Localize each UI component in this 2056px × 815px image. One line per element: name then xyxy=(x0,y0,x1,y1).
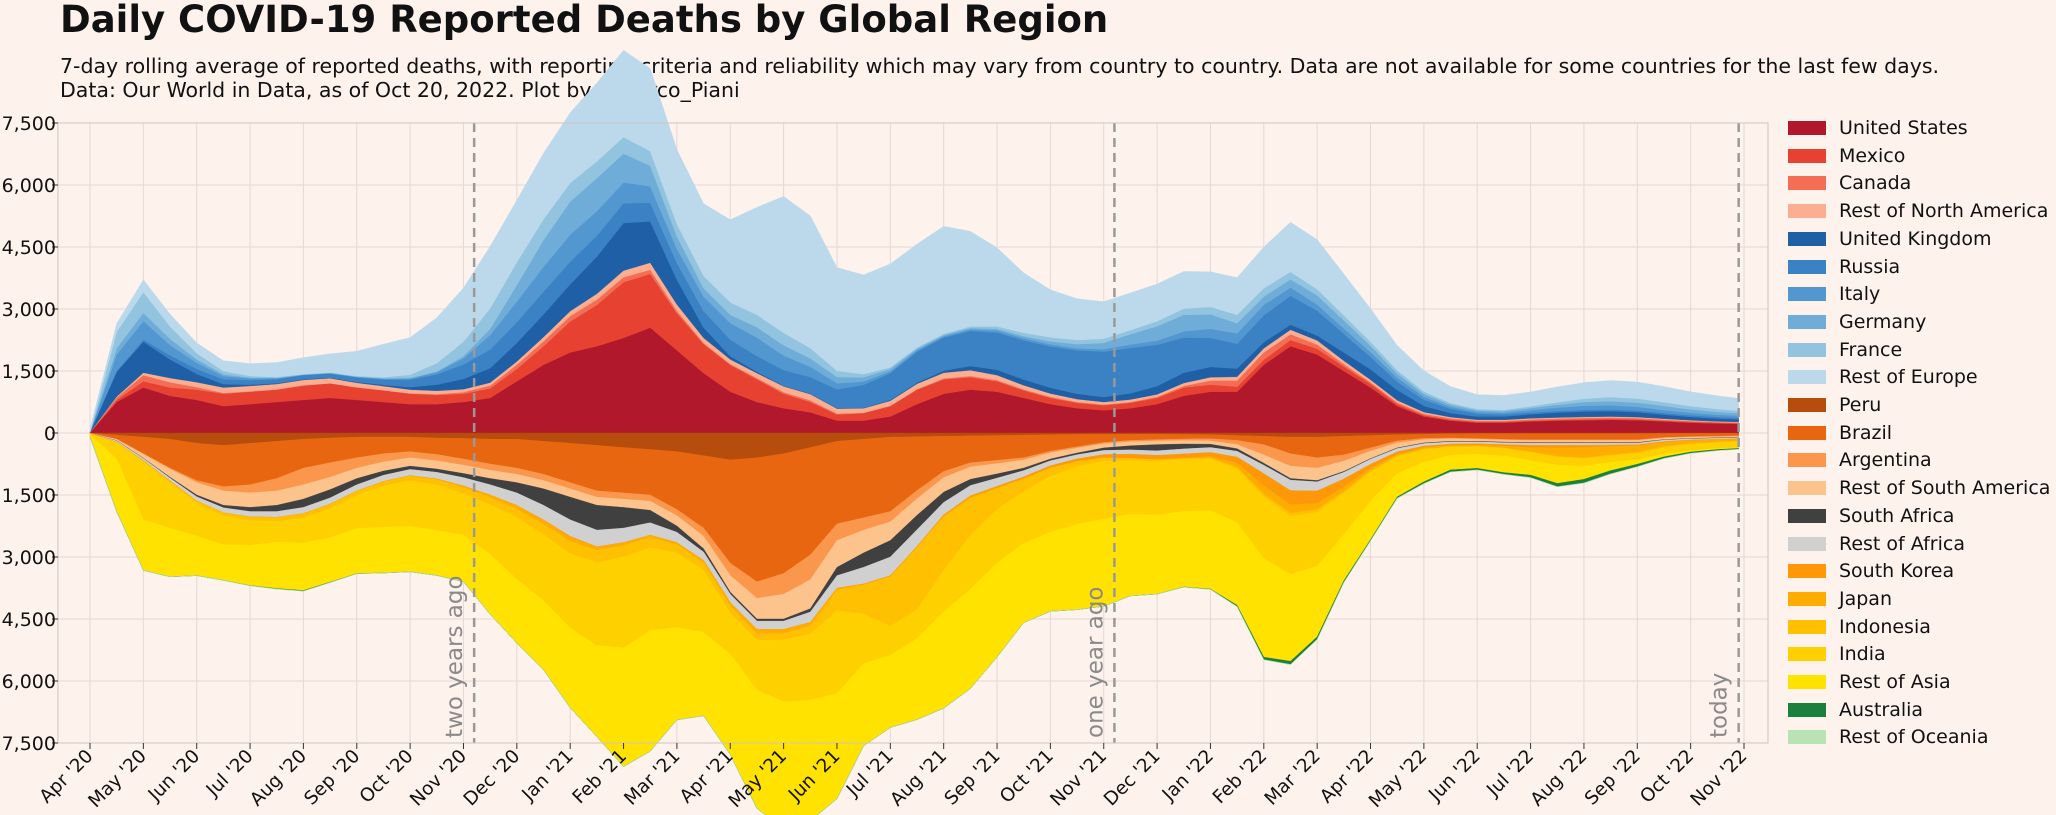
legend-swatch xyxy=(1788,370,1826,385)
legend-swatch xyxy=(1788,730,1826,745)
x-tick-label: Mar '22 xyxy=(1261,746,1325,810)
legend-label: Rest of Africa xyxy=(1839,532,1965,555)
x-tick-label: Aug '20 xyxy=(246,746,311,811)
y-tick-label: 4,500 xyxy=(2,609,56,631)
legend-label: Australia xyxy=(1839,698,1924,721)
legend-label: Russia xyxy=(1839,255,1901,278)
legend-swatch xyxy=(1788,121,1826,135)
legend-swatch xyxy=(1788,314,1826,329)
y-tick-label: 0 xyxy=(44,423,56,445)
annotation-label-two-years-ago: two years ago xyxy=(442,575,468,738)
legend-swatch xyxy=(1788,342,1826,357)
legend-label: Rest of Oceania xyxy=(1839,726,1989,749)
legend-label: Rest of Asia xyxy=(1839,671,1951,693)
x-tick-label: Feb '22 xyxy=(1209,746,1271,808)
x-tick-label: Jan '22 xyxy=(1158,746,1218,806)
y-tick-label: 6,000 xyxy=(2,671,56,693)
annotation-label-today: today xyxy=(1707,673,1733,738)
legend-label: Indonesia xyxy=(1839,615,1931,638)
x-tick-label: Sep '22 xyxy=(1581,746,1645,810)
x-tick-label: Nov '20 xyxy=(406,746,471,811)
y-tick-label: 4,500 xyxy=(2,237,56,259)
legend-label: Canada xyxy=(1839,172,1912,195)
legend-label: Rest of North America xyxy=(1839,200,2049,223)
chart-subtitle: 7-day rolling average of reported deaths… xyxy=(60,54,1940,78)
legend-label: Rest of South America xyxy=(1839,477,2051,500)
y-tick-label: 6,000 xyxy=(2,175,56,197)
legend-swatch xyxy=(1788,398,1826,412)
y-tick-label: 7,500 xyxy=(2,113,56,135)
x-tick-label: Jun '20 xyxy=(144,746,204,806)
legend-swatch xyxy=(1788,508,1826,523)
area-rest-of-oceania xyxy=(89,436,1739,815)
x-tick-label: May '22 xyxy=(1365,746,1431,812)
x-tick-label: Dec '21 xyxy=(1100,746,1165,811)
legend-label: Brazil xyxy=(1839,421,1893,444)
y-tick-label: 3,000 xyxy=(2,299,56,321)
legend-swatch xyxy=(1788,647,1826,662)
legend-label: United Kingdom xyxy=(1839,227,1992,250)
y-tick-label: 1,500 xyxy=(2,485,56,507)
legend-swatch xyxy=(1788,287,1826,302)
legend-swatch xyxy=(1788,425,1826,440)
legend-label: United States xyxy=(1839,117,1968,139)
y-tick-label: 7,500 xyxy=(2,733,56,755)
legend-label: Germany xyxy=(1839,310,1927,333)
x-tick-label: Nov '21 xyxy=(1046,746,1111,811)
legend-swatch xyxy=(1788,591,1826,606)
legend-swatch xyxy=(1788,204,1826,219)
legend-label: South Korea xyxy=(1839,560,1955,583)
legend-swatch xyxy=(1788,176,1826,191)
legend-swatch xyxy=(1788,619,1826,634)
chart-title: Daily COVID-19 Reported Deaths by Global… xyxy=(60,0,1109,41)
legend-label: Japan xyxy=(1839,587,1892,610)
legend-swatch xyxy=(1788,675,1826,689)
x-tick-label: Jun '22 xyxy=(1424,746,1484,806)
x-tick-label: Feb '21 xyxy=(569,746,631,808)
legend-swatch xyxy=(1788,453,1826,468)
x-tick-label: Dec '20 xyxy=(460,746,525,811)
legend-label: France xyxy=(1839,338,1903,361)
legend-swatch xyxy=(1788,702,1826,717)
legend-swatch xyxy=(1788,259,1826,274)
x-tick-label: Aug '22 xyxy=(1527,746,1592,811)
x-tick-label: Sep '21 xyxy=(941,746,1005,810)
y-tick-label: 1,500 xyxy=(2,361,56,383)
x-tick-label: Jan '21 xyxy=(518,746,578,806)
legend-label: Argentina xyxy=(1839,449,1932,472)
x-tick-label: May '20 xyxy=(85,746,151,812)
legend-label: Peru xyxy=(1839,394,1882,416)
y-tick-label: 3,000 xyxy=(2,547,56,569)
legend-swatch xyxy=(1788,148,1826,163)
legend-label: Italy xyxy=(1839,283,1881,306)
x-tick-label: Nov '22 xyxy=(1687,746,1752,811)
legend-swatch xyxy=(1788,481,1826,496)
areas xyxy=(89,50,1739,815)
legend-swatch xyxy=(1788,536,1826,551)
legend-label: South Africa xyxy=(1839,504,1955,527)
x-tick-label: Sep '20 xyxy=(300,746,364,810)
annotation-label-one-year-ago: one year ago xyxy=(1082,587,1108,739)
legend-label: Rest of Europe xyxy=(1839,366,1978,389)
legend-swatch xyxy=(1788,564,1826,579)
x-tick-label: Aug '21 xyxy=(886,746,951,811)
legend-swatch xyxy=(1788,231,1826,246)
legend-label: India xyxy=(1839,643,1886,666)
legend-label: Mexico xyxy=(1839,144,1906,167)
